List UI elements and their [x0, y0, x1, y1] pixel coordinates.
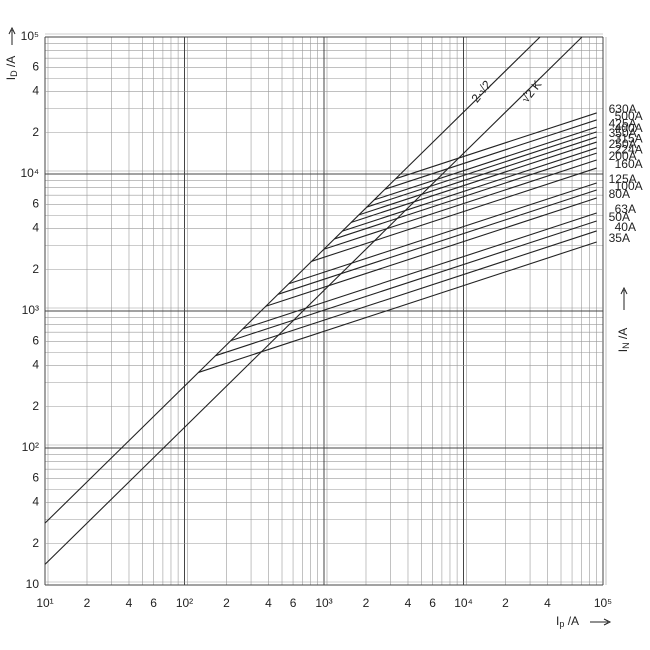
series-line: [358, 136, 597, 216]
y-tick-label: 4: [32, 358, 39, 372]
y-tick-label: 4: [32, 84, 39, 98]
y2-axis-label: IN /A: [616, 328, 631, 353]
x-tick-label: 10³: [315, 596, 332, 610]
x-tick-label: 4: [126, 596, 133, 610]
series-line: [265, 197, 597, 307]
series-label: 630A: [609, 102, 637, 116]
x-tick-label: 10⁴: [454, 596, 473, 610]
x-tick-label: 4: [544, 596, 551, 610]
series-label: 200A: [609, 149, 637, 163]
x-label-unit: /A: [564, 614, 579, 628]
y2-label-symbol: I: [616, 349, 630, 352]
x-axis-label: Ip /A: [556, 614, 579, 629]
series-label: 63A: [615, 202, 636, 216]
y-tick-label: 2: [32, 262, 39, 276]
series-label: 80A: [609, 187, 630, 201]
series-line: [311, 167, 597, 262]
series-label: 50A: [609, 210, 630, 224]
x-label-sub: p: [559, 619, 564, 629]
x-tick-label: 2: [223, 596, 230, 610]
series-line: [351, 141, 597, 223]
y-label-unit: /A: [4, 56, 18, 71]
series-label: 350A: [609, 126, 637, 140]
x-tick-label: 10¹: [36, 596, 53, 610]
series-label: 500A: [615, 109, 643, 123]
y-arrow-head: [8, 26, 16, 35]
y-tick-label: 10⁴: [20, 166, 39, 180]
series-line: [384, 119, 597, 190]
y-tick-label: 10⁵: [21, 29, 39, 43]
x-tick-label: 2: [84, 596, 91, 610]
x-arrow-head: [603, 618, 612, 626]
x-label-symbol: I: [556, 614, 559, 628]
series-label: 125A: [609, 172, 637, 186]
series-line: [277, 189, 597, 295]
x-tick-label: 10²: [176, 596, 193, 610]
y-label-symbol: I: [4, 77, 18, 80]
y-tick-label: 10²: [22, 440, 39, 454]
x-tick-label: 2: [363, 596, 370, 610]
series-label: 250A: [609, 137, 637, 151]
series-label: 100A: [615, 179, 643, 193]
y-tick-label: 2: [32, 536, 39, 550]
y-tick-label: 10: [26, 577, 40, 591]
series-line: [342, 147, 597, 232]
series-label: 40A: [615, 220, 636, 234]
y-tick-label: 4: [32, 221, 39, 235]
y2-label-sub: N: [621, 342, 631, 349]
series-label: 160A: [615, 157, 643, 171]
series-line: [198, 241, 597, 373]
series-line: [44, 36, 541, 524]
series-line: [323, 159, 597, 250]
series-label: 224A: [615, 142, 643, 156]
x-tick-label: 6: [429, 596, 436, 610]
marks: [44, 36, 597, 565]
x-tick-label: 10⁵: [594, 596, 612, 610]
y2-arrow-head: [620, 286, 628, 295]
y-label-sub: D: [9, 70, 19, 77]
series-label: 35A: [609, 231, 630, 245]
y-tick-label: 2: [32, 125, 39, 139]
y-tick-label: 6: [32, 471, 39, 485]
x-tick-label: 4: [265, 596, 272, 610]
x-tick-label: 4: [405, 596, 412, 610]
series-line: [44, 36, 583, 565]
x-tick-label: 2: [502, 596, 509, 610]
series-label: 400A: [615, 121, 643, 135]
series-label: 315A: [615, 131, 643, 145]
series-label: 425A: [609, 116, 637, 130]
series-line: [288, 182, 597, 285]
series-line: [215, 230, 597, 357]
series-line: [395, 112, 597, 180]
y-tick-label: 4: [32, 495, 39, 509]
series-line: [366, 131, 597, 208]
y-tick-label: 10³: [22, 303, 39, 317]
y-tick-label: 6: [32, 334, 39, 348]
y-axis-label: ID /A: [4, 56, 19, 81]
series-line: [230, 220, 597, 342]
y-tick-label: 6: [32, 197, 39, 211]
series-line: [242, 212, 597, 330]
grid: [44, 33, 607, 586]
series-line: [334, 152, 597, 240]
x-tick-label: 6: [150, 596, 157, 610]
series-line: [373, 126, 597, 201]
y-tick-label: 2: [32, 399, 39, 413]
y2-label-unit: /A: [616, 328, 630, 343]
y-tick-label: 6: [32, 60, 39, 74]
x-tick-label: 6: [290, 596, 297, 610]
